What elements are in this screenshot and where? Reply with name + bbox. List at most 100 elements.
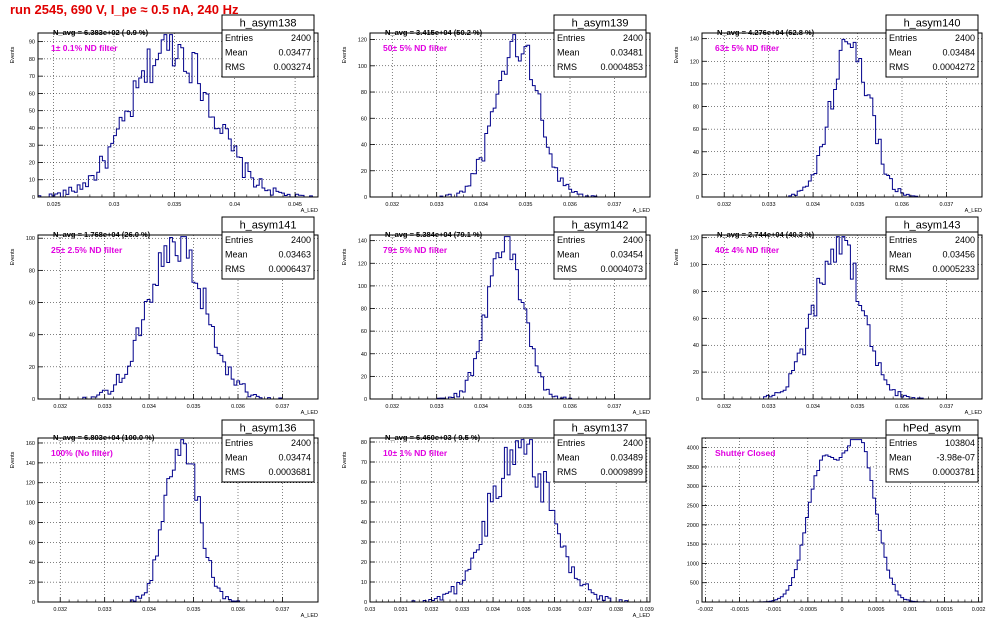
stats-row-value: 0.03463 xyxy=(278,250,311,260)
y-tick-label: 1500 xyxy=(687,542,699,548)
stats-row-value: 0.0003781 xyxy=(932,467,975,477)
x-tick-label: 0.04 xyxy=(229,202,240,208)
y-tick-label: 20 xyxy=(29,580,35,586)
stats-row-value: 0.03477 xyxy=(278,48,311,58)
stats-box xyxy=(553,216,647,280)
x-axis-label: A_LED xyxy=(301,410,318,416)
stats-box xyxy=(553,14,647,78)
x-tick-label: 0.035 xyxy=(187,607,201,613)
x-axis-label: A_LED xyxy=(965,410,982,416)
y-tick-label: 0 xyxy=(696,397,699,403)
stats-row-value: 2400 xyxy=(291,33,311,43)
x-axis-label: A_LED xyxy=(633,410,650,416)
x-tick-label: 0.0015 xyxy=(936,607,953,613)
stats-row-value: 0.0006437 xyxy=(268,264,311,274)
histogram-h_asym138: 0.025 0.03 0.035 0.04 0.045 0 10 20 30 40 50 60 70 80… xyxy=(10,14,319,214)
stats-row-value: 0.0005233 xyxy=(932,264,975,274)
y-tick-label: 70 xyxy=(29,74,35,80)
y-tick-label: 60 xyxy=(29,91,35,97)
y-tick-label: 40 xyxy=(361,520,367,526)
stats-title: h_asym139 xyxy=(572,18,629,30)
stats-row-value: 0.0004073 xyxy=(600,264,643,274)
x-tick-label: 0.036 xyxy=(563,404,577,410)
y-tick-label: 20 xyxy=(693,370,699,376)
y-tick-label: 100 xyxy=(358,64,367,70)
x-tick-label: 0.037 xyxy=(608,202,622,208)
y-tick-label: 40 xyxy=(29,126,35,132)
y-tick-label: 40 xyxy=(29,333,35,339)
histogram-h_asym143: 0.032 0.033 0.034 0.035 0.036 0.037 0 20 40 60 80 1… xyxy=(674,216,983,416)
stats-row-label: Mean xyxy=(557,48,580,58)
x-tick-label: 0.035 xyxy=(851,202,865,208)
y-tick-label: 120 xyxy=(690,236,699,242)
x-tick-label: 0.037 xyxy=(940,202,954,208)
stats-row-value: 2400 xyxy=(623,438,643,448)
stats-row-label: Mean xyxy=(225,453,248,463)
x-tick-label: 0.033 xyxy=(762,404,776,410)
stats-row-label: Entries xyxy=(889,33,918,43)
y-tick-label: 100 xyxy=(690,82,699,88)
x-tick-label: 0.033 xyxy=(430,404,444,410)
x-tick-label: 0.045 xyxy=(288,202,302,208)
x-tick-label: -0.0015 xyxy=(730,607,749,613)
y-tick-label: 80 xyxy=(361,90,367,96)
stats-row-label: RMS xyxy=(889,264,909,274)
histogram-panel-h_asym142: 0.032 0.033 0.034 0.035 0.036 0.037 0 20 40 60 80 1… xyxy=(332,216,662,424)
stats-row-label: Entries xyxy=(889,235,918,245)
plot-frame xyxy=(37,32,319,198)
stats-row-label: Mean xyxy=(889,48,912,58)
y-tick-label: 3500 xyxy=(687,465,699,471)
x-tick-label: 0.03 xyxy=(109,202,120,208)
filter-note: 79± 5% ND filter xyxy=(383,245,448,255)
y-tick-label: 500 xyxy=(690,581,699,587)
histogram-hPed_asym: -0.002 -0.0015 -0.001 -0.0005 0 0.0005 0.001 0.… xyxy=(687,419,985,613)
stats-row-value: 0.03454 xyxy=(610,250,643,260)
histogram-h_asym136: 0.032 0.033 0.034 0.035 0.036 0.037 0 20 40 60 80 1… xyxy=(10,419,319,619)
navg-label: N_avg = 2.744e+04 (40.3 %) xyxy=(717,230,815,239)
x-tick-label: 0.035 xyxy=(517,607,531,613)
y-tick-label: 120 xyxy=(690,59,699,65)
y-tick-label: 50 xyxy=(29,109,35,115)
plot-frame xyxy=(369,32,651,198)
y-tick-label: 20 xyxy=(693,172,699,178)
x-tick-label: 0.035 xyxy=(851,404,865,410)
x-tick-label: 0.032 xyxy=(385,202,399,208)
stats-row-label: Entries xyxy=(225,438,254,448)
stats-row-label: Entries xyxy=(557,438,586,448)
x-tick-label: 0.033 xyxy=(455,607,469,613)
stats-box xyxy=(885,14,979,78)
histogram-panel-h_asym143: 0.032 0.033 0.034 0.035 0.036 0.037 0 20 40 60 80 1… xyxy=(664,216,994,424)
x-tick-label: 0.037 xyxy=(579,607,593,613)
y-tick-label: 120 xyxy=(358,261,367,267)
y-tick-label: 80 xyxy=(693,289,699,295)
x-tick-label: 0.0005 xyxy=(868,607,885,613)
stats-row-label: RMS xyxy=(889,62,909,72)
stats-row-label: Entries xyxy=(889,438,918,448)
x-tick-label: -0.002 xyxy=(698,607,714,613)
plot-frame xyxy=(701,234,983,400)
y-tick-label: 20 xyxy=(361,560,367,566)
y-tick-label: 40 xyxy=(693,343,699,349)
y-tick-label: 80 xyxy=(361,440,367,446)
x-tick-label: 0.036 xyxy=(563,202,577,208)
stats-box xyxy=(221,14,315,78)
x-tick-label: 0.037 xyxy=(276,607,290,613)
x-axis-label: A_LED xyxy=(633,208,650,214)
navg-label: N_avg = 3.415e+04 (50.2 %) xyxy=(385,28,483,37)
y-tick-label: 0 xyxy=(32,600,35,606)
x-tick-label: 0.039 xyxy=(640,607,654,613)
histogram-panel-h_asym139: 0.032 0.033 0.034 0.035 0.036 0.037 0 20 40 60 80 1… xyxy=(332,14,662,222)
stats-box xyxy=(221,216,315,280)
plot-frame xyxy=(37,437,319,603)
stats-title: h_asym136 xyxy=(240,423,297,435)
histogram-h_asym141: 0.032 0.033 0.034 0.035 0.036 0.037 0 20 40 60 80 1… xyxy=(10,216,319,416)
y-tick-label: 20 xyxy=(361,169,367,175)
stats-row-value: 2400 xyxy=(955,235,975,245)
stats-row-label: RMS xyxy=(225,62,245,72)
y-tick-label: 4000 xyxy=(687,446,699,452)
stats-box xyxy=(553,419,647,483)
x-axis-label: A_LED xyxy=(301,208,318,214)
stats-row-value: 2400 xyxy=(623,235,643,245)
plot-frame xyxy=(369,234,651,400)
stats-row-value: 0.03489 xyxy=(610,453,643,463)
